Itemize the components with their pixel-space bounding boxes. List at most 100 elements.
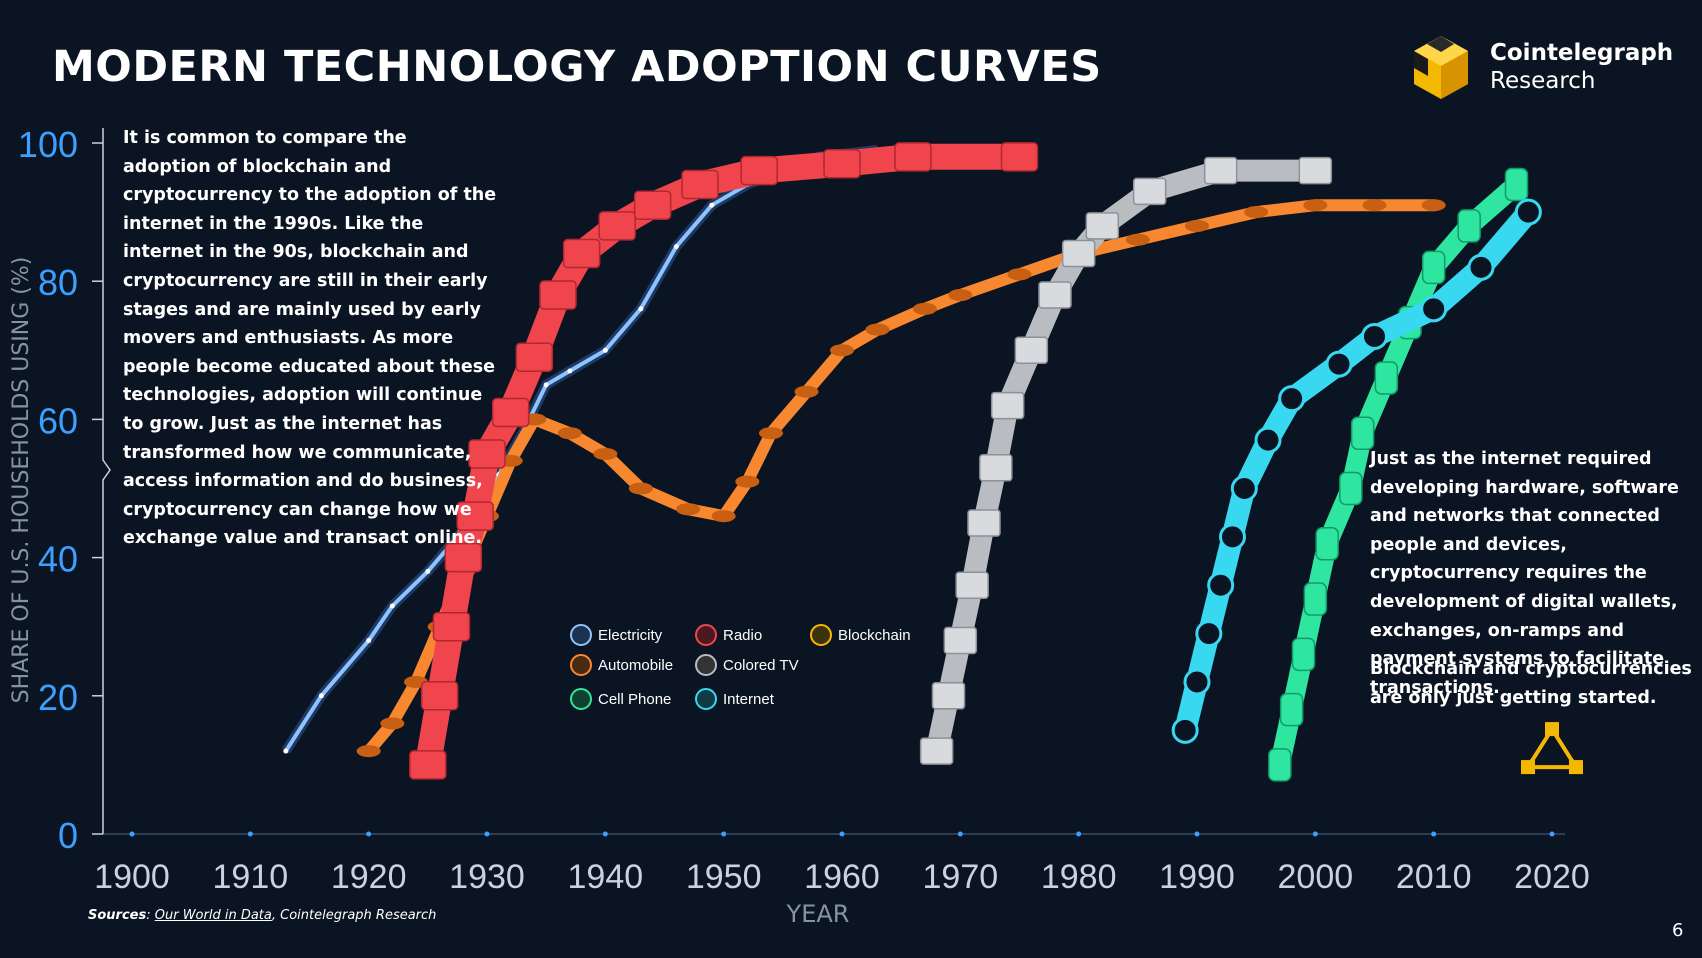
data-point-internet <box>1361 322 1388 350</box>
data-point-electricity <box>602 347 608 353</box>
blockchain-node <box>1545 722 1559 737</box>
data-point-automobile <box>735 475 760 488</box>
data-point-radio <box>562 238 601 269</box>
x-tick-mark <box>1312 831 1318 837</box>
legend-label: Colored TV <box>723 656 799 674</box>
legend-label: Automobile <box>598 656 674 674</box>
x-tick-label: 2020 <box>1514 858 1590 896</box>
data-point-internet <box>1219 523 1246 551</box>
data-point-automobile <box>1303 199 1328 212</box>
x-tick-mark <box>1431 831 1437 837</box>
data-point-radio <box>681 169 719 200</box>
data-point-cell-phone <box>1291 637 1316 672</box>
data-point-automobile <box>1421 199 1446 212</box>
legend-item-cell-phone: Cell Phone <box>570 688 671 710</box>
y-axis-label: SHARE OF U.S. HOUSEHOLDS USING (%) <box>9 257 34 704</box>
x-tick-label: 1940 <box>568 858 644 896</box>
sources-link[interactable]: Our World in Data <box>154 908 272 923</box>
data-point-radio <box>894 142 932 172</box>
radio-icon <box>695 624 717 646</box>
data-point-electricity <box>425 568 431 574</box>
sources-footnote: Sources: Our World in Data, Cointelegrap… <box>88 908 437 923</box>
x-tick-mark <box>366 831 372 837</box>
cointelegraph-logo: Cointelegraph Research <box>1410 34 1674 104</box>
x-tick-label: 1970 <box>923 858 999 896</box>
data-point-electricity <box>709 202 715 208</box>
y-axis-line <box>102 128 111 834</box>
data-point-internet <box>1278 385 1306 413</box>
data-point-automobile <box>557 427 582 440</box>
data-point-automobile <box>912 302 937 315</box>
data-point-radio <box>491 397 530 428</box>
data-point-radio <box>444 542 483 573</box>
data-point-cell-phone <box>1350 416 1375 450</box>
data-point-automobile <box>676 503 701 516</box>
legend-item-electricity: Electricity <box>570 624 662 646</box>
legend-label: Internet <box>723 690 774 708</box>
legend-label: Radio <box>723 626 763 644</box>
x-tick-label: 2010 <box>1396 858 1472 896</box>
data-point-cell-phone <box>1315 527 1339 561</box>
x-axis-label: YEAR <box>786 900 850 928</box>
data-point-electricity <box>567 368 573 374</box>
legend-item-automobile: Automobile <box>570 654 673 676</box>
x-tick-label: 2000 <box>1278 858 1354 896</box>
data-point-automobile <box>628 482 653 495</box>
cube-logo-icon <box>1414 36 1468 99</box>
lightning-icon <box>570 624 592 646</box>
data-point-radio <box>468 439 506 469</box>
data-point-cell-phone <box>1268 748 1292 782</box>
legend-label: Electricity <box>598 626 663 644</box>
data-point-radio <box>420 681 459 711</box>
y-tick-label: 100 <box>18 124 78 165</box>
data-point-cell-phone <box>1374 361 1399 395</box>
tv-icon <box>695 654 717 676</box>
legend-item-internet: Internet <box>695 688 774 710</box>
data-point-electricity <box>283 748 289 754</box>
internet-icon <box>695 688 717 710</box>
car-icon <box>570 654 592 676</box>
data-point-automobile <box>1244 206 1269 219</box>
y-tick-label: 40 <box>38 539 78 580</box>
data-point-colored-tv <box>955 571 989 599</box>
sources-rest: , Cointelegraph Research <box>271 908 437 923</box>
data-point-automobile <box>1125 233 1150 246</box>
x-tick-label: 1990 <box>1159 858 1235 896</box>
data-point-electricity <box>366 638 372 644</box>
data-point-electricity <box>638 306 644 312</box>
cell-phone-icon <box>570 688 592 710</box>
data-point-colored-tv <box>967 509 1001 537</box>
x-tick-mark <box>1194 831 1200 837</box>
data-point-cell-phone <box>1421 250 1446 285</box>
y-tick-label: 0 <box>58 815 78 856</box>
legend-item-colored-tv: Colored TV <box>695 654 799 676</box>
data-point-cell-phone <box>1339 471 1363 506</box>
closing-note: Blockchain and cryptocurrencies are only… <box>1370 659 1692 708</box>
series-internet <box>1171 198 1542 744</box>
logo-name: Cointelegraph <box>1490 40 1674 66</box>
data-point-internet <box>1420 295 1448 323</box>
x-tick-label: 1910 <box>213 858 289 896</box>
x-tick-mark <box>721 831 727 837</box>
y-tick-label: 60 <box>38 400 78 441</box>
data-point-colored-tv <box>931 682 966 710</box>
x-tick-label: 1930 <box>449 858 525 896</box>
data-point-automobile <box>865 323 890 336</box>
data-point-internet <box>1514 198 1542 226</box>
data-point-colored-tv <box>990 391 1025 420</box>
data-point-electricity <box>543 382 549 388</box>
data-point-colored-tv <box>1038 281 1072 309</box>
data-point-automobile <box>830 344 854 357</box>
data-point-colored-tv <box>1132 177 1167 206</box>
data-point-internet <box>1207 571 1235 599</box>
series-radio <box>409 142 1039 780</box>
data-point-blockchain <box>1524 725 1580 770</box>
page-title: MODERN TECHNOLOGY ADOPTION CURVES <box>52 42 1102 92</box>
data-point-cell-phone <box>1457 209 1481 243</box>
data-point-automobile <box>1007 268 1032 281</box>
legend-label: Cell Phone <box>598 690 672 708</box>
data-point-internet <box>1171 716 1199 744</box>
legend-label: Blockchain <box>838 626 911 644</box>
x-tick-mark <box>1549 831 1555 837</box>
